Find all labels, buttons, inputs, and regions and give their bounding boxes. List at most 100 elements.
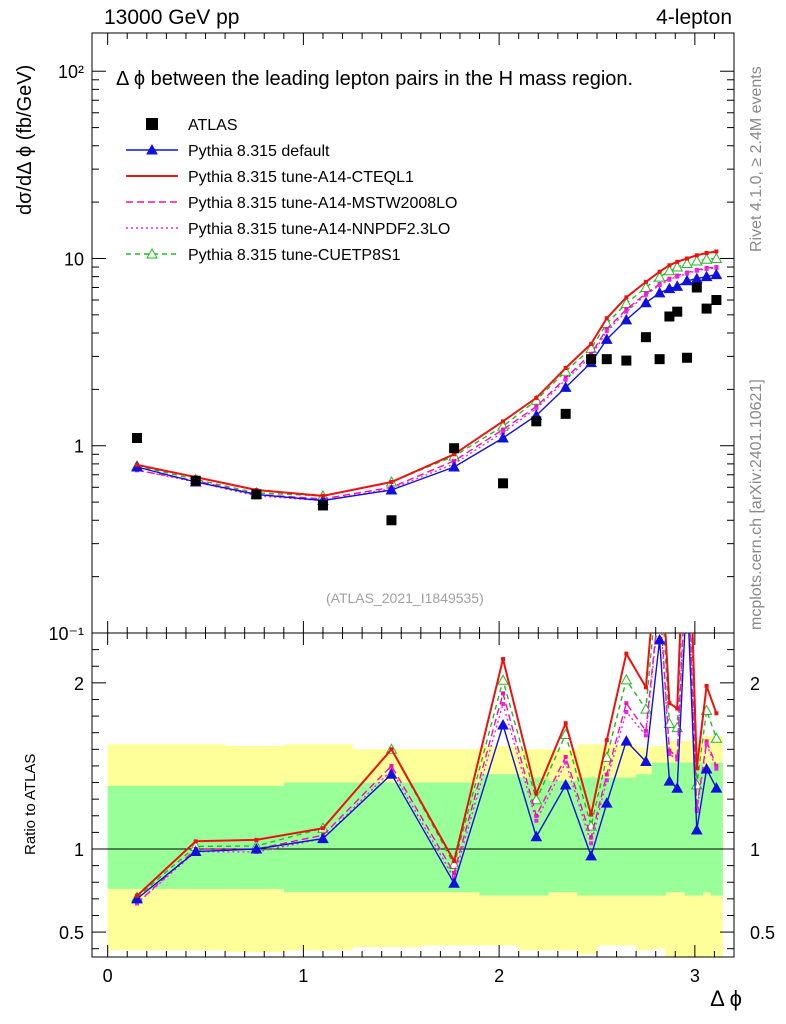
series-point [643,292,648,297]
series-point [534,404,539,409]
band-inner-segment [166,785,226,889]
legend-label: Pythia 8.315 default [188,143,330,160]
ratio-point [452,858,457,863]
ratio-line-1 [136,633,718,897]
band-inner-segment [107,785,167,889]
series-point [671,280,684,291]
ratio-axis-label: Ratio to ATLAS [22,753,39,855]
ratio-point [704,683,709,688]
data-point [672,306,683,317]
ratio-point [663,775,676,786]
band-inner-segment [651,762,667,896]
series-point [624,309,629,314]
band-inner-segment [671,762,686,893]
ratio-point [589,841,594,846]
series-point [704,266,709,271]
data-point [654,354,665,365]
data-point [701,303,712,314]
ratio-point [193,839,198,844]
series-point [667,277,672,282]
ratio-point [534,791,539,796]
ratio-point [448,858,460,869]
ratio-point [675,757,680,762]
data-point [190,475,201,486]
ratio-point [497,719,509,730]
ratio-point [690,823,703,835]
x-tick-label: 2 [494,966,504,986]
data-point [498,478,509,489]
ratio-tick-label: 0.5 [59,923,84,943]
header-energy: 13000 GeV pp [104,6,240,29]
ratio-point [624,651,629,656]
series-point [589,351,594,356]
series-line-1 [136,250,717,497]
series-point [685,256,690,261]
data-point [621,355,632,366]
ratio-point [320,826,325,831]
ratio-point [135,901,140,906]
ratio-point [640,755,652,767]
legend-marker [146,247,158,259]
data-point [711,295,722,306]
legend-label: Pythia 8.315 tune-A14-MSTW2008LO [188,195,457,212]
ratio-tick-label-right: 0.5 [750,923,775,943]
ratio-point [501,701,506,706]
series-point [675,259,680,264]
series-point [694,253,699,258]
ratio-point [448,877,460,888]
data-point [601,354,612,365]
ratio-point [714,711,719,716]
ratio-point [563,760,568,765]
series-point [320,493,325,498]
ratio-point [317,832,329,844]
ratio-line-2 [136,633,718,904]
chart-title: Δ ϕ between the leading lepton pairs in … [116,68,634,90]
ratio-tick-label-right: 1 [750,840,760,860]
ratio-point [714,763,719,768]
series-point [640,296,652,308]
data-point [691,282,702,293]
series-point [690,254,703,266]
series-point [534,395,539,400]
series-point [667,263,672,268]
ratio-point [682,481,692,490]
band-inner-segment [665,762,672,893]
ratio-point [589,835,594,840]
ratio-point [685,546,689,550]
ratio-point [620,735,633,746]
ratio-frame [91,632,735,958]
data-point [132,432,143,443]
ratio-point [675,706,680,711]
ratio-point [530,793,543,805]
data-point [386,515,397,526]
series-point [710,268,723,280]
series-point [501,419,506,424]
ratio-point [658,526,662,530]
series-point [559,381,572,392]
series-point [135,462,140,467]
y-tick-label: 10⁻¹ [48,624,84,644]
ratio-point [658,601,662,605]
series-point [704,250,709,255]
ratio-point [682,582,692,591]
band-inner-segment [636,774,653,896]
series-point [643,279,648,284]
ratio-point [640,703,652,714]
legend-label: Pythia 8.315 tune-A14-NNPDF2.3LO [188,221,450,238]
ratio-point [667,752,672,757]
series-point [497,431,509,443]
series-point [620,313,633,325]
ratio-point [624,701,629,706]
series-point [653,286,666,298]
series-point [385,484,398,495]
band-inner-segment [702,767,712,893]
data-point [531,416,542,427]
legend-marker-atlas [146,118,158,130]
y-tick-label: 1 [74,437,84,457]
series-line-2 [136,266,717,500]
series-point [600,333,613,344]
data-point [449,443,460,454]
band-inner-segment [616,777,637,896]
rivet-label: Rivet 4.1.0, ≥ 2.4M events [748,66,765,252]
data-point [251,489,262,500]
